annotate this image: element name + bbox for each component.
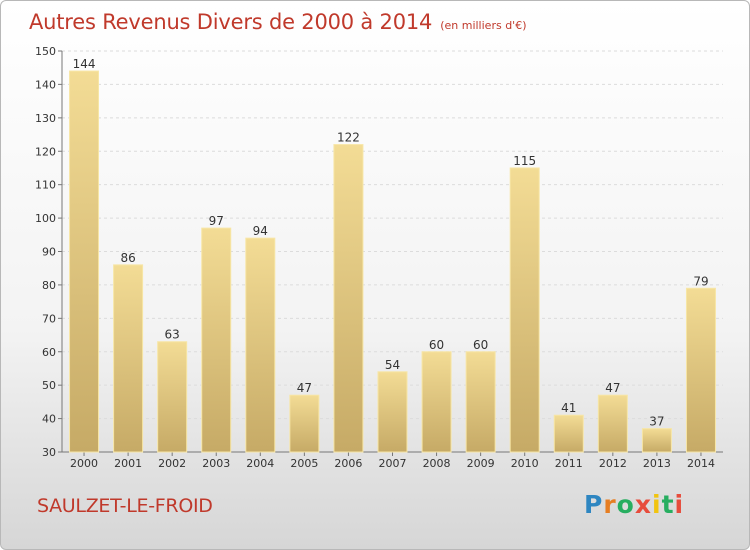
- bar-2013: [641, 428, 672, 453]
- logo-letter: P: [584, 490, 604, 519]
- logo-letter: r: [603, 490, 617, 519]
- value-label-2013: 37: [649, 415, 664, 429]
- x-tick-label-2004: 2004: [246, 457, 274, 470]
- bar-2007: [377, 371, 408, 453]
- x-tick-label-2001: 2001: [114, 457, 142, 470]
- x-tick-label-2009: 2009: [467, 457, 495, 470]
- y-tick-label: 100: [35, 212, 56, 225]
- x-tick-label-2007: 2007: [379, 457, 407, 470]
- bar-2001: [113, 264, 144, 453]
- value-label-2007: 54: [385, 358, 400, 372]
- value-label-2006: 122: [337, 131, 360, 145]
- bar-2010: [509, 167, 540, 453]
- chart-title-group: Autres Revenus Divers de 2000 à 2014 (en …: [29, 10, 526, 34]
- y-tick-label: 110: [35, 179, 56, 192]
- y-tick-label: 30: [42, 446, 56, 459]
- bar-2006: [333, 144, 364, 453]
- value-label-2010: 115: [513, 154, 536, 168]
- bar-2005: [289, 394, 320, 453]
- x-tick-label-2011: 2011: [555, 457, 583, 470]
- value-label-2014: 79: [693, 274, 708, 288]
- y-tick-label: 140: [35, 78, 56, 91]
- logo-letter: x: [634, 490, 652, 519]
- chart-subtitle: (en milliers d'€): [440, 19, 527, 32]
- x-tick-label-2006: 2006: [334, 457, 362, 470]
- bar-2011: [553, 414, 584, 453]
- bar-2014: [685, 287, 716, 453]
- x-tick-label-2002: 2002: [158, 457, 186, 470]
- y-tick-label: 60: [42, 346, 56, 359]
- y-tick-label: 150: [35, 45, 56, 58]
- logo-letter: o: [616, 490, 635, 519]
- bars: [69, 70, 716, 453]
- y-tick-label: 130: [35, 112, 56, 125]
- x-tick-label-2003: 2003: [202, 457, 230, 470]
- value-label-2005: 47: [297, 381, 312, 395]
- chart-title: Autres Revenus Divers de 2000 à 2014: [29, 10, 433, 34]
- logo-letter: i: [652, 490, 662, 519]
- x-tick-label-2014: 2014: [687, 457, 715, 470]
- bar-2002: [157, 341, 188, 453]
- y-tick-label: 90: [42, 246, 56, 259]
- x-tick-label-2012: 2012: [599, 457, 627, 470]
- x-tick-label-2000: 2000: [70, 457, 98, 470]
- proxiti-logo[interactable]: Proxiti: [584, 490, 684, 519]
- value-label-2001: 86: [120, 251, 135, 265]
- logo-letter: i: [674, 490, 685, 519]
- bar-2004: [245, 237, 276, 453]
- value-label-2002: 63: [165, 328, 180, 342]
- value-label-2004: 94: [253, 224, 268, 238]
- y-tick-label: 40: [42, 413, 56, 426]
- value-label-2000: 144: [73, 57, 96, 71]
- y-tick-label: 50: [42, 379, 56, 392]
- x-tick-label-2013: 2013: [643, 457, 671, 470]
- value-label-2012: 47: [605, 381, 620, 395]
- y-tick-label: 70: [42, 312, 56, 325]
- x-tick-label-2005: 2005: [290, 457, 318, 470]
- x-tick-label-2010: 2010: [511, 457, 539, 470]
- value-label-2011: 41: [561, 401, 576, 415]
- bar-2009: [465, 351, 496, 453]
- bar-2008: [421, 351, 452, 453]
- bar-2012: [597, 394, 628, 453]
- value-label-2009: 60: [473, 338, 488, 352]
- y-tick-label: 120: [35, 145, 56, 158]
- labels: 30 40 50 60 70 80 90 100 110 120 130 140 150 144 2000 8…: [35, 45, 715, 470]
- bar-2000: [69, 70, 100, 453]
- bar-2003: [201, 227, 232, 453]
- y-tick-label: 80: [42, 279, 56, 292]
- commune-name: SAULZET-LE-FROID: [37, 495, 213, 517]
- logo-letter: t: [661, 490, 675, 519]
- value-label-2003: 97: [209, 214, 224, 228]
- value-label-2008: 60: [429, 338, 444, 352]
- x-tick-label-2008: 2008: [423, 457, 451, 470]
